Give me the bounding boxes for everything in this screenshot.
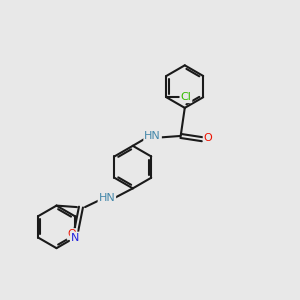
Text: O: O [68, 229, 76, 239]
Text: Cl: Cl [181, 92, 191, 102]
Text: HN: HN [144, 131, 161, 141]
Text: N: N [71, 232, 79, 242]
Text: HN: HN [98, 193, 115, 202]
Text: O: O [204, 134, 212, 143]
